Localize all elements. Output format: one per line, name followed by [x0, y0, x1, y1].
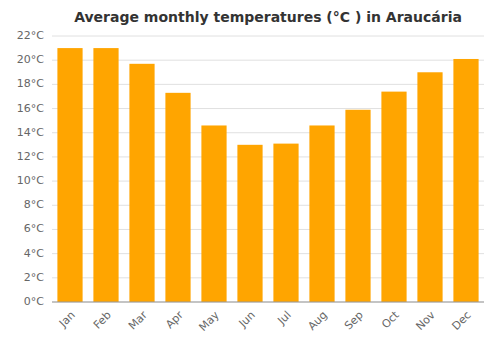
bar — [417, 72, 442, 302]
bar — [201, 125, 226, 302]
chart-title: Average monthly temperatures (°C ) in Ar… — [74, 9, 462, 25]
y-tick-label: 0°C — [24, 295, 44, 308]
bars — [57, 48, 478, 302]
x-tick-label: Apr — [163, 308, 186, 331]
x-tick-label: Jun — [236, 309, 258, 331]
x-tick-label: Feb — [91, 309, 114, 332]
x-tick-label: Dec — [450, 309, 474, 333]
y-axis: 0°C 2°C 4°C 6°C 8°C 10°C 12°C 14°C 16°C 18°C 20°C 2… — [17, 29, 484, 308]
x-axis-line — [52, 302, 484, 303]
x-tick-label: Sep — [342, 309, 366, 333]
bar — [129, 64, 154, 302]
x-tick-label: Nov — [413, 308, 438, 333]
chart-svg: 0°C 2°C 4°C 6°C 8°C 10°C 12°C 14°C 16°C 18°C 20°C 2… — [0, 0, 500, 350]
y-tick-label: 16°C — [17, 102, 44, 115]
y-tick-label: 6°C — [24, 222, 44, 235]
x-axis: Jan Feb Mar Apr May Jun Jul Aug Sep Oct Nov Dec — [56, 308, 474, 334]
background — [0, 0, 500, 350]
bar — [381, 92, 406, 302]
grid-line — [52, 302, 484, 303]
y-tick-label: 20°C — [17, 53, 44, 66]
x-tick-label: Jan — [56, 309, 78, 331]
y-tick-label: 10°C — [17, 174, 44, 187]
x-tick-label: May — [196, 308, 222, 334]
y-tick-label: 2°C — [24, 271, 44, 284]
y-tick-label: 4°C — [24, 247, 44, 260]
bar — [93, 48, 118, 302]
bar — [237, 145, 262, 302]
x-tick-label: Aug — [305, 309, 329, 333]
x-tick-label: Mar — [126, 308, 150, 332]
bar — [57, 48, 82, 302]
y-tick-label: 8°C — [24, 198, 44, 211]
y-tick-label: 12°C — [17, 150, 44, 163]
grid-line — [52, 36, 484, 37]
y-tick-label: 22°C — [17, 29, 44, 42]
y-tick-label: 18°C — [17, 77, 44, 90]
chart-container: 0°C 2°C 4°C 6°C 8°C 10°C 12°C 14°C 16°C 18°C 20°C 2… — [0, 0, 500, 350]
x-tick-label: Oct — [379, 308, 402, 331]
bar — [345, 110, 370, 302]
bar — [273, 144, 298, 302]
bar — [309, 125, 334, 302]
x-tick-label: Jul — [274, 309, 293, 328]
bar — [165, 93, 190, 302]
y-tick-label: 14°C — [17, 126, 44, 139]
bar — [453, 59, 478, 302]
